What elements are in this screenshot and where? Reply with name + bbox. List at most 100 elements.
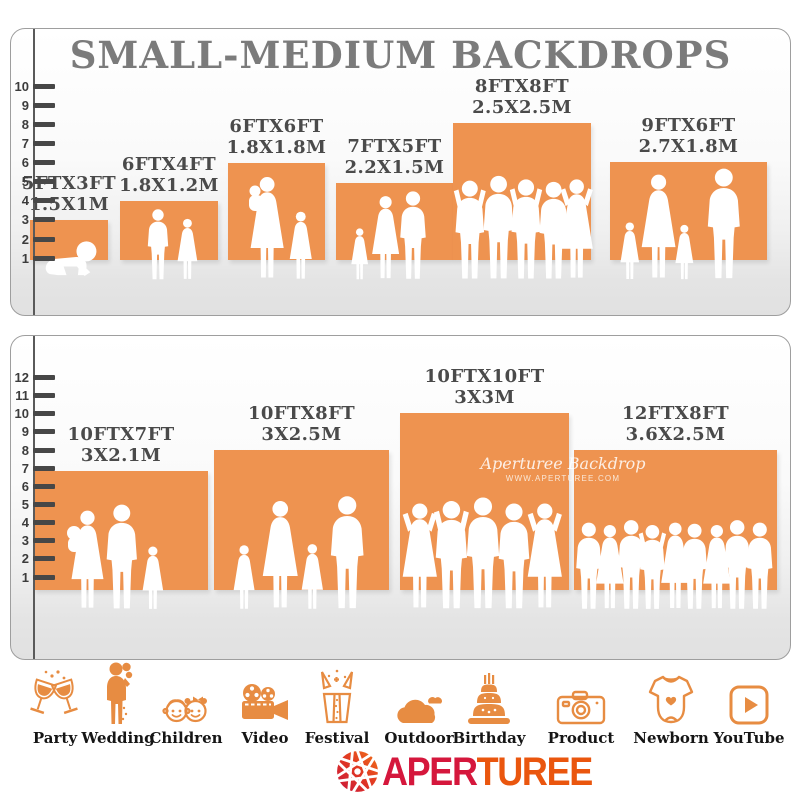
tick-label: 9 [21, 97, 29, 113]
wedding-icon [107, 662, 133, 724]
backdrop-7x5: 7FTX5FT 2.2X1.5M [336, 136, 453, 280]
people-silhouette [351, 191, 426, 280]
size-label: 7FTX5FT 2.2X1.5M [345, 136, 445, 178]
size-m: 2.2X1.5M [344, 157, 445, 178]
size-label: 5FTX3FT 1.5X1M [22, 173, 116, 215]
brand-name: APERTUREE [382, 749, 594, 794]
size-ft: 8FTX8FT [474, 76, 570, 97]
brand-name-part2: TUREE [476, 749, 594, 794]
newborn-onesie-icon [648, 675, 694, 724]
product-camera-icon [556, 690, 606, 725]
people-silhouette [453, 175, 591, 279]
size-label: 9FTX6FT 2.7X1.8M [639, 115, 739, 157]
size-label: 12FTX8FT 3.6X2.5M [622, 403, 729, 445]
tick-dash [33, 83, 55, 89]
size-ft: 6FTX6FT [229, 116, 324, 137]
youtube-play-icon [729, 685, 769, 725]
outdoor-cloud-icon [397, 697, 443, 723]
size-m: 3.6X2.5M [625, 424, 726, 445]
brand-logo: APERTUREE [336, 750, 615, 793]
size-m: 1.5X1M [28, 194, 110, 215]
backdrop-6x6: 6FTX6FT 1.8X1.8M [227, 116, 326, 279]
backdrop-12x8: 12FTX8FT 3.6X2.5M [574, 403, 777, 590]
people-silhouette [249, 177, 312, 279]
tick-dash [33, 411, 55, 417]
category-label: Wedding [81, 729, 155, 747]
page-title: SMALL-MEDIUM BACKDROPS [69, 33, 732, 77]
category-children: Children [148, 664, 224, 747]
category-youtube: YouTube [711, 664, 787, 747]
tick-dash [33, 121, 55, 127]
backdrop-8x8: 8FTX8FT 2.5X2.5M [453, 76, 591, 279]
tick-label: 12 [14, 369, 29, 385]
category-festival: Festival [299, 664, 375, 747]
ruler-tick: 7 [0, 135, 55, 151]
tick-dash [33, 374, 55, 380]
people-silhouette [67, 504, 164, 609]
size-m: 2.7X1.8M [638, 136, 739, 157]
tick-dash [33, 465, 55, 471]
ruler-tick: 6 [0, 155, 55, 170]
ruler-tick: 12 [0, 369, 55, 385]
size-ft: 7FTX5FT [347, 136, 442, 157]
size-m: 3X3M [454, 387, 515, 408]
backdrop-10x8: 10FTX8FT 3X2.5M [214, 403, 389, 609]
category-birthday: Birthday [451, 664, 527, 747]
birthday-cake-icon [468, 673, 510, 724]
watermark-url: WWW.APERTUREE.COM [505, 474, 621, 483]
party-icon [30, 670, 80, 716]
tick-label: 2 [21, 551, 29, 567]
tick-label: 1 [21, 569, 29, 585]
festival-gift-icon [320, 669, 354, 724]
size-label: 10FTX7FT 3X2.1M [67, 424, 174, 466]
size-m: 3X2.1M [80, 445, 162, 466]
category-product: Product [543, 664, 619, 747]
size-ft: 10FTX10FT [424, 366, 545, 387]
people-silhouette [233, 496, 364, 609]
video-camera-icon [242, 684, 288, 720]
backdrop-5x3: 5FTX3FT 1.5X1M [22, 173, 116, 277]
people-silhouette [147, 209, 198, 280]
category-label: Party [32, 729, 78, 747]
tick-label: 2 [21, 231, 29, 247]
children-icon [162, 696, 207, 723]
tick-label: 9 [21, 424, 29, 440]
ruler-tick: 11 [0, 388, 55, 403]
tick-label: 6 [21, 155, 29, 170]
size-m: 2.5X2.5M [472, 97, 572, 118]
panel-medium-large: 12 11 10 9 8 7 6 5 4 3 2 1 10FTX7FT 3X2.… [10, 335, 791, 660]
size-label: 6FTX4FT 1.8X1.2M [119, 154, 219, 196]
tick-label: 10 [14, 406, 29, 422]
tick-label: 1 [21, 250, 29, 266]
category-label: Festival [304, 729, 370, 747]
watermark: Aperturee Backdrop WWW.APERTUREE.COM [443, 454, 683, 483]
category-label: YouTube [713, 729, 785, 747]
category-label: Video [241, 729, 289, 747]
size-ft: 9FTX6FT [641, 115, 736, 136]
people-silhouette [45, 241, 97, 277]
tick-dash [33, 102, 55, 108]
tick-dash [33, 393, 55, 398]
size-ft: 12FTX8FT [621, 403, 730, 424]
category-label: Birthday [452, 729, 526, 747]
category-label: Newborn [633, 729, 709, 747]
category-party: Party [17, 664, 93, 747]
tick-dash [33, 140, 55, 146]
aperture-icon [336, 750, 379, 793]
category-newborn: Newborn [633, 664, 709, 747]
size-ft: 6FTX4FT [121, 154, 217, 175]
category-label: Children [149, 729, 223, 747]
backdrop-10x10: 10FTX10FT 3X3M [400, 366, 569, 609]
tick-label: 11 [15, 388, 29, 403]
tick-label: 7 [21, 135, 29, 151]
tick-label: 10 [14, 78, 29, 94]
size-m: 3X2.5M [261, 424, 342, 445]
tick-dash [33, 429, 55, 435]
tick-label: 6 [21, 478, 29, 494]
size-label: 8FTX8FT 2.5X2.5M [472, 76, 572, 118]
brand-name-part1: APER [382, 749, 478, 794]
ruler-tick: 10 [0, 406, 55, 422]
size-label: 10FTX8FT 3X2.5M [248, 403, 355, 445]
tick-dash [33, 160, 55, 165]
